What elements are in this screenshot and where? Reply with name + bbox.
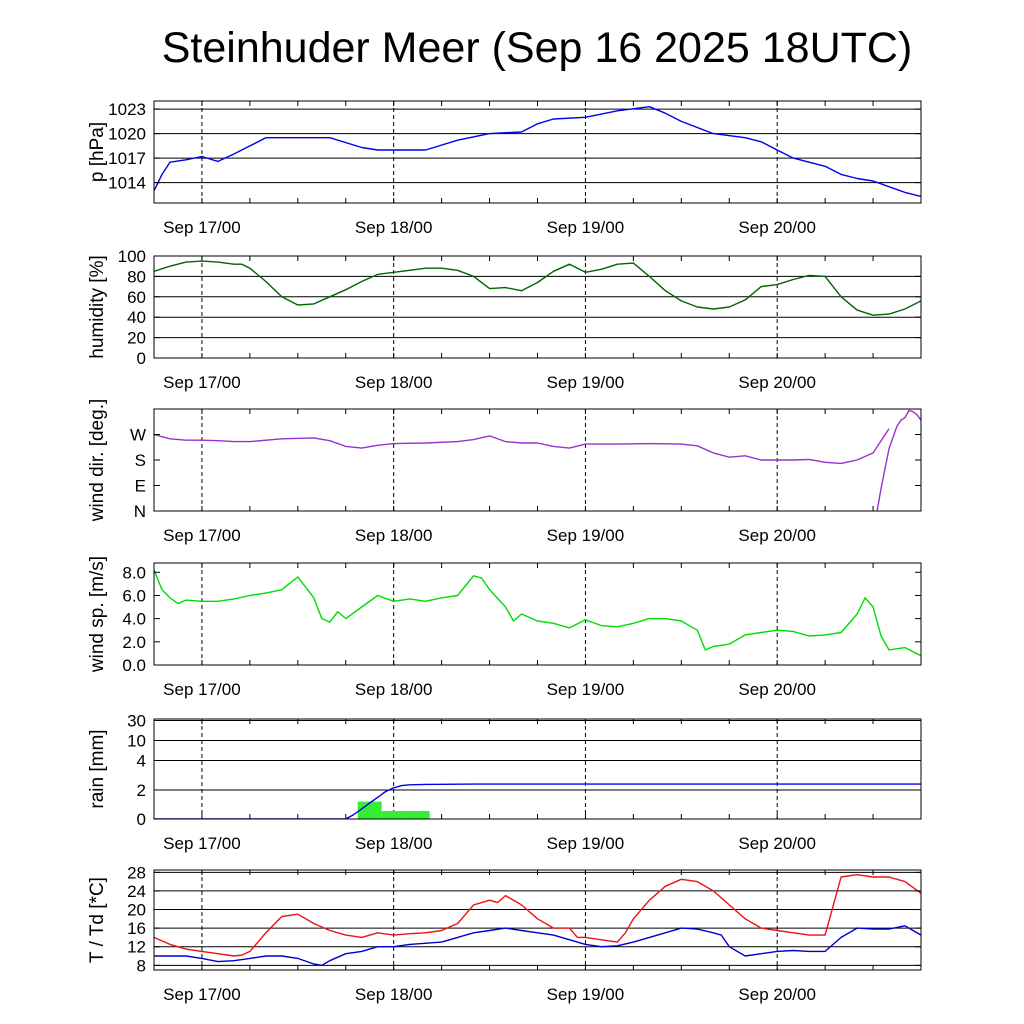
y-axis-label: humidity [%] — [87, 255, 108, 358]
pressure-panel: 1014 1017 1020 1023 Sep 17/00 Sep 18/00 Sep 19… — [87, 100, 922, 237]
x-tick-label: Sep 19/00 — [547, 834, 625, 853]
y-axis-label: wind dir. [deg.] — [87, 399, 108, 523]
y-tick-label: 10 — [127, 732, 146, 751]
x-tick-label: Sep 17/00 — [163, 985, 241, 1004]
y-tick-label: 1023 — [108, 100, 146, 119]
rain-bar — [381, 811, 406, 819]
x-tick-label: Sep 18/00 — [355, 834, 433, 853]
x-tick-label: Sep 18/00 — [355, 373, 433, 392]
y-tick-label: E — [135, 477, 146, 496]
y-tick-label: 2 — [137, 781, 146, 800]
y-tick-label: 28 — [127, 863, 146, 882]
x-tick-label: Sep 17/00 — [163, 218, 241, 237]
temperature-series-line — [154, 874, 921, 957]
x-tick-label: Sep 20/00 — [738, 218, 816, 237]
y-tick-label: 1020 — [108, 125, 146, 144]
y-tick-label: S — [135, 451, 146, 470]
y-axis-label: wind sp. [m/s] — [87, 556, 108, 673]
x-tick-label: Sep 20/00 — [738, 373, 816, 392]
y-tick-label: 4.0 — [122, 610, 146, 629]
x-tick-label: Sep 20/00 — [738, 680, 816, 699]
x-tick-label: Sep 19/00 — [547, 985, 625, 1004]
y-tick-label: N — [134, 502, 146, 521]
y-axis-label: rain [mm] — [87, 729, 108, 808]
y-tick-label: 60 — [127, 288, 146, 307]
panel-frame — [153, 562, 922, 666]
x-tick-label: Sep 18/00 — [355, 526, 433, 545]
wind-dir-series-line — [876, 409, 921, 511]
x-tick-label: Sep 17/00 — [163, 526, 241, 545]
y-tick-label: W — [130, 426, 146, 445]
rain-bar — [357, 801, 382, 819]
panel-frame — [153, 718, 922, 820]
y-tick-label: 2.0 — [122, 633, 146, 652]
panel-frame — [153, 869, 922, 971]
y-tick-label: 30 — [127, 712, 146, 731]
y-tick-label: 20 — [127, 329, 146, 348]
dewpoint-series-line — [154, 925, 921, 966]
y-tick-label: 40 — [127, 308, 146, 327]
y-tick-label: 6.0 — [122, 586, 146, 605]
x-tick-label: Sep 19/00 — [547, 680, 625, 699]
y-tick-label: 0.0 — [122, 656, 146, 675]
y-tick-label: 12 — [127, 938, 146, 957]
wind-speed-series-line — [154, 569, 921, 657]
x-tick-label: Sep 19/00 — [547, 218, 625, 237]
x-tick-label: Sep 17/00 — [163, 680, 241, 699]
panel-frame — [153, 255, 922, 359]
page-title: Steinhuder Meer (Sep 16 2025 18UTC) — [161, 24, 913, 72]
humidity-series-line — [154, 260, 921, 316]
y-tick-label: 8 — [137, 956, 146, 975]
y-tick-label: 1017 — [108, 149, 146, 168]
rain-bar — [405, 811, 430, 819]
wind-speed-panel: 0.0 2.0 4.0 6.0 8.0 Sep 17/00 Sep 18/00 Sep 19/… — [87, 556, 922, 699]
x-tick-label: Sep 19/00 — [547, 526, 625, 545]
y-axis-label: p [hPa] — [87, 122, 108, 182]
y-tick-label: 100 — [118, 247, 146, 266]
wind-dir-series-line — [154, 428, 890, 465]
y-tick-label: 24 — [127, 882, 146, 901]
x-tick-label: Sep 17/00 — [163, 373, 241, 392]
panel-frame — [153, 100, 922, 204]
x-tick-label: Sep 20/00 — [738, 985, 816, 1004]
y-tick-label: 16 — [127, 919, 146, 938]
x-tick-label: Sep 18/00 — [355, 218, 433, 237]
y-tick-label: 8.0 — [122, 563, 146, 582]
y-axis-label: T / Td [*C] — [87, 877, 108, 963]
x-tick-label: Sep 20/00 — [738, 526, 816, 545]
x-tick-label: Sep 20/00 — [738, 834, 816, 853]
x-tick-label: Sep 19/00 — [547, 373, 625, 392]
y-tick-label: 0 — [137, 810, 146, 829]
rain-line-series-line — [154, 783, 921, 819]
x-tick-label: Sep 18/00 — [355, 680, 433, 699]
x-tick-label: Sep 17/00 — [163, 834, 241, 853]
y-tick-label: 20 — [127, 901, 146, 920]
y-tick-label: 80 — [127, 267, 146, 286]
y-tick-label: 0 — [137, 349, 146, 368]
y-tick-label: 4 — [137, 752, 146, 771]
x-tick-label: Sep 18/00 — [355, 985, 433, 1004]
pressure-series-line — [154, 105, 921, 198]
y-tick-label: 1014 — [108, 174, 146, 193]
